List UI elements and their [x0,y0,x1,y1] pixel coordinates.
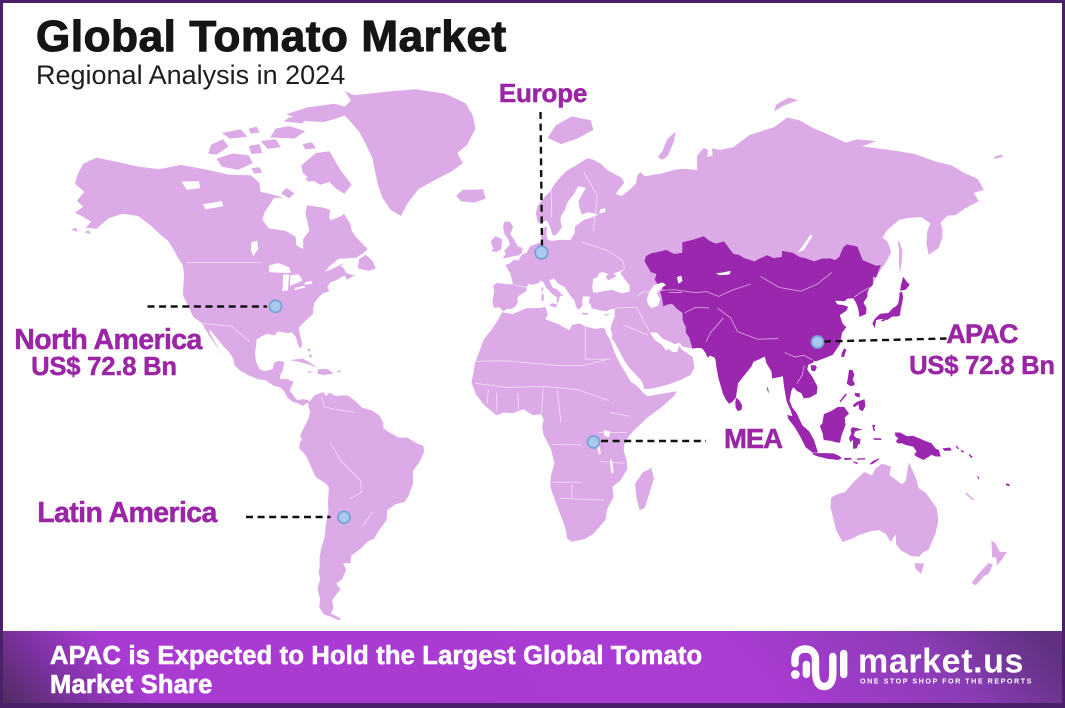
svg-text:market.us: market.us [858,643,1024,681]
svg-text:ONE STOP SHOP FOR THE REPORTS: ONE STOP SHOP FOR THE REPORTS [860,677,1033,686]
